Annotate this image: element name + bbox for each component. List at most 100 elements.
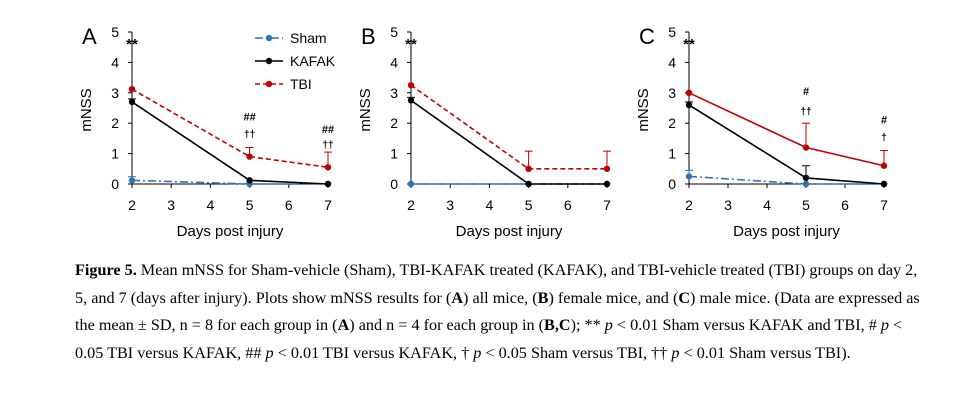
significance-annotation: ††	[244, 129, 255, 140]
series-kafak	[407, 96, 611, 188]
y-tick-label: 1	[668, 146, 676, 162]
caption-run: B,C	[544, 316, 571, 334]
x-tick-label: 7	[880, 197, 888, 213]
caption-run: < 0.01 Sham versus KAFAK and TBI, #	[612, 316, 881, 334]
series-line	[131, 101, 329, 185]
x-tick-label: 7	[324, 197, 332, 213]
y-tick-label: 4	[111, 54, 119, 70]
caption-run: < 0.01 TBI versus KAFAK, †	[273, 343, 474, 362]
panel-label: C	[639, 24, 655, 49]
x-tick-label: 5	[246, 197, 254, 213]
legend-label: TBI	[290, 76, 312, 92]
caption-run: B	[537, 288, 549, 307]
significance-annotation: ##	[243, 112, 255, 124]
y-tick-label: 3	[390, 85, 398, 101]
x-tick-label: 4	[486, 197, 494, 213]
y-tick-label: 5	[111, 24, 119, 40]
caption-run: p	[265, 343, 274, 362]
series-sham	[685, 169, 888, 188]
x-tick-label: 6	[841, 197, 849, 213]
caption-run: A	[337, 316, 350, 334]
caption-run: A	[451, 288, 464, 307]
x-tick-label: 4	[207, 197, 215, 213]
y-axis-title: mNSS	[357, 88, 374, 131]
x-tick-label: 3	[446, 197, 454, 213]
caption-run: p	[473, 343, 482, 362]
caption-run: ) and n = 4 for each group in (	[349, 316, 545, 334]
x-tick-label: 3	[167, 197, 175, 213]
chart-panel-B: B 0 1 2 3 4 5 2 3 4 5 6 7 Days post injury mNSS **	[357, 24, 611, 240]
data-point	[324, 164, 332, 171]
series-line	[688, 175, 884, 185]
data-point	[407, 180, 415, 188]
significance-annotation: #	[803, 86, 809, 98]
y-tick-label: 3	[668, 85, 676, 101]
chart-panel-C: C 0 1 2 3 4 5 2 3 4 5 6 7 Days post injury mNSS ** # †† # †	[635, 24, 888, 240]
y-tick-label: 1	[111, 146, 119, 162]
data-point	[128, 85, 136, 93]
legend-marker	[265, 57, 273, 65]
x-tick-label: 2	[685, 197, 693, 213]
y-tick-label: 0	[111, 176, 119, 192]
panel-label: B	[361, 24, 376, 49]
caption-run: ) all mice, (	[463, 288, 538, 307]
caption-run: ) male mice. (Data are expressed as the …	[75, 288, 920, 335]
y-axis-title: mNSS	[78, 88, 95, 131]
series-kafak	[685, 101, 888, 188]
y-tick-label: 1	[390, 146, 398, 162]
y-axis-title: mNSS	[635, 88, 652, 131]
caption-text: Mean mNSS for Sham-vehicle (Sham), TBI-K…	[75, 261, 920, 362]
x-axis-title: Days post injury	[456, 223, 563, 240]
series-line	[688, 104, 885, 185]
data-point	[246, 153, 253, 160]
data-point	[324, 180, 332, 188]
significance-annotation: **	[683, 36, 695, 53]
series-line	[410, 99, 607, 185]
significance-annotation: **	[126, 36, 138, 53]
caption-run: ) female mice, and (	[548, 288, 679, 307]
caption-run: Mean mNSS for Sham-vehicle (Sham), TBI-K…	[75, 261, 918, 307]
data-point	[685, 89, 693, 97]
data-point	[802, 180, 810, 188]
data-point	[880, 180, 888, 188]
caption-run: p	[880, 316, 889, 334]
series-line	[131, 88, 329, 169]
y-tick-label: 5	[390, 24, 398, 40]
data-point	[603, 165, 611, 172]
series-tbi	[128, 85, 332, 171]
x-tick-label: 6	[564, 197, 572, 213]
figure-caption: Figure 5. Mean mNSS for Sham-vehicle (Sh…	[75, 257, 925, 367]
panel-label: A	[82, 24, 97, 49]
caption-run: ); **	[570, 316, 605, 334]
significance-annotation: †	[881, 132, 887, 143]
x-tick-label: 4	[763, 197, 771, 213]
x-tick-label: 6	[285, 197, 293, 213]
x-tick-label: 2	[128, 197, 136, 213]
data-point	[685, 101, 693, 109]
data-point	[128, 98, 136, 106]
data-point	[525, 180, 532, 188]
series-tbi	[685, 89, 888, 169]
y-tick-label: 0	[668, 176, 676, 192]
y-tick-label: 5	[668, 24, 676, 40]
data-point	[603, 180, 611, 188]
legend-marker	[265, 80, 273, 88]
legend-label: KAFAK	[290, 53, 336, 69]
x-tick-label: 5	[525, 197, 533, 213]
significance-annotation: ††	[800, 107, 811, 118]
data-point	[525, 165, 532, 172]
y-tick-label: 4	[390, 54, 398, 70]
legend-label: Sham	[290, 30, 327, 46]
data-point	[802, 174, 810, 182]
x-tick-label: 2	[407, 197, 415, 213]
data-point	[685, 173, 693, 180]
y-tick-label: 0	[390, 176, 398, 192]
caption-run: < 0.01 Sham versus TBI).	[679, 343, 851, 362]
significance-annotation: ##	[322, 124, 334, 136]
caption-run: p	[671, 343, 680, 362]
x-tick-label: 3	[724, 197, 732, 213]
series-line	[688, 92, 885, 167]
significance-annotation: **	[405, 36, 417, 53]
y-tick-label: 2	[390, 115, 398, 131]
data-point	[407, 97, 415, 104]
